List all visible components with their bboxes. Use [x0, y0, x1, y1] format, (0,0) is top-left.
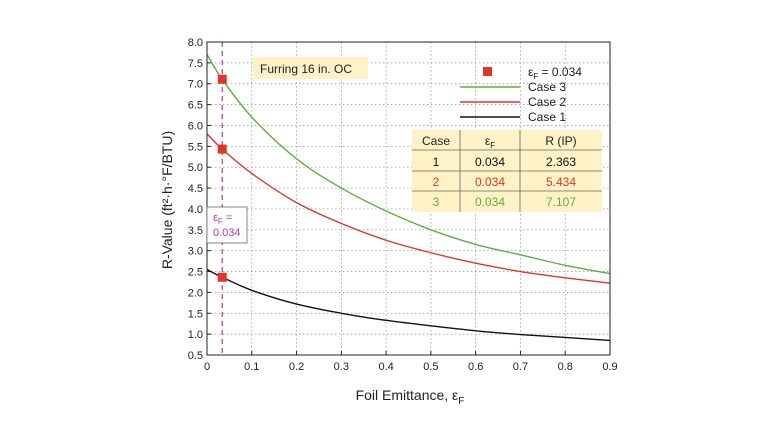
vline-label-background [206, 206, 248, 244]
x-axis-title-text: Foil Emittance, ε [356, 387, 459, 403]
legend-marker-sub: F [533, 72, 538, 81]
marker-points [217, 74, 227, 282]
y-tick-label: 7.5 [188, 58, 203, 70]
table-header-r: R (IP) [545, 134, 576, 148]
x-axis-title: Foil Emittance, εF [356, 387, 465, 407]
plot-frame [206, 41, 611, 356]
annotation-text: Furring 16 in. OC [260, 62, 352, 76]
marker-point [217, 74, 227, 84]
table-cell-r: 2.363 [546, 155, 576, 169]
legend-marker-label: εF = 0.034 [528, 65, 582, 81]
y-tick-label: 2.5 [188, 267, 203, 279]
x-tick-label: 0.8 [558, 361, 573, 373]
y-tick-label: 0.5 [188, 350, 203, 362]
x-tick-label: 0.5 [423, 361, 438, 373]
table-cell-case: 2 [433, 175, 440, 189]
series-lines [206, 54, 611, 342]
y-tick-label: 5.5 [188, 141, 203, 153]
x-tick-label: 0.1 [244, 361, 259, 373]
x-tick-label: 0.6 [468, 361, 483, 373]
vline-label-sub: F [218, 217, 223, 226]
annotation-background [253, 57, 368, 79]
series-line-case-3 [206, 54, 611, 275]
y-tick-label: 4.5 [188, 183, 203, 195]
x-tick-label: 0.3 [334, 361, 349, 373]
y-tick-label: 6.5 [188, 100, 203, 112]
vline-label-line1: εF = [213, 212, 232, 226]
vline-label-symbol: ε [213, 212, 218, 224]
table-cell-r: 7.107 [546, 195, 576, 209]
annotation-box: Furring 16 in. OC [253, 57, 368, 79]
y-ticks: 0.5 1.0 1.5 2.0 2.5 3.0 3.5 4.0 4.5 5.0 5.5 6.0 6.5 7… [188, 37, 211, 362]
series-line-case-1 [206, 268, 611, 342]
legend-marker-swatch [483, 67, 492, 76]
results-table: Case εF R (IP) 1 0.034 2.363 2 0.034 5.4… [412, 130, 602, 212]
y-tick-label: 2.0 [188, 287, 203, 299]
table-cell-eps: 0.034 [475, 155, 505, 169]
table-cell-case: 3 [433, 195, 440, 209]
legend-label-case1: Case 1 [528, 110, 566, 124]
table-cell-eps: 0.034 [475, 175, 505, 189]
legend-label-case3: Case 3 [528, 80, 566, 94]
x-tick-label: 0.4 [378, 361, 393, 373]
y-tick-label: 3.5 [188, 225, 203, 237]
y-tick-label: 3.0 [188, 246, 203, 258]
x-tick-label: 0.7 [513, 361, 528, 373]
vline-label-value: 0.034 [213, 227, 241, 239]
legend: εF = 0.034 Case 3 Case 2 Case 1 [460, 65, 582, 124]
x-tick-label: 0 [204, 361, 210, 373]
y-tick-label: 8.0 [188, 37, 203, 49]
y-tick-label: 5.0 [188, 162, 203, 174]
table-header-case: Case [422, 134, 450, 148]
legend-label-case2: Case 2 [528, 95, 566, 109]
x-tick-label: 0.2 [289, 361, 304, 373]
marker-point [217, 272, 227, 282]
table-cell-eps: 0.034 [475, 195, 505, 209]
y-axis-title: R-Value (ft²·h·°F/BTU) [159, 131, 175, 269]
marker-point [217, 144, 227, 154]
table-header-eps: εF [485, 134, 495, 150]
table-header-eps-symbol: ε [485, 134, 491, 148]
x-ticks: 0 0.1 0.2 0.3 0.4 0.5 0.6 0.7 0.8 0.9 [204, 351, 618, 373]
x-tick-label: 0.9 [602, 361, 617, 373]
table-grid [412, 130, 602, 212]
table-cell-r: 5.434 [546, 175, 576, 189]
y-tick-label: 1.0 [188, 329, 203, 341]
vline-label-box: εF = 0.034 [206, 206, 248, 244]
y-tick-label: 1.5 [188, 308, 203, 320]
y-tick-label: 6.0 [188, 120, 203, 132]
table-header-eps-sub: F [490, 141, 495, 150]
x-axis-title-sub: F [458, 396, 464, 407]
legend-marker-eq: = 0.034 [538, 65, 582, 79]
y-tick-label: 7.0 [188, 79, 203, 91]
legend-marker-symbol: ε [528, 65, 534, 79]
series-line-case-2 [206, 133, 611, 284]
y-tick-label: 4.0 [188, 204, 203, 216]
vline-label-eq: = [223, 212, 232, 224]
table-cell-case: 1 [433, 155, 440, 169]
